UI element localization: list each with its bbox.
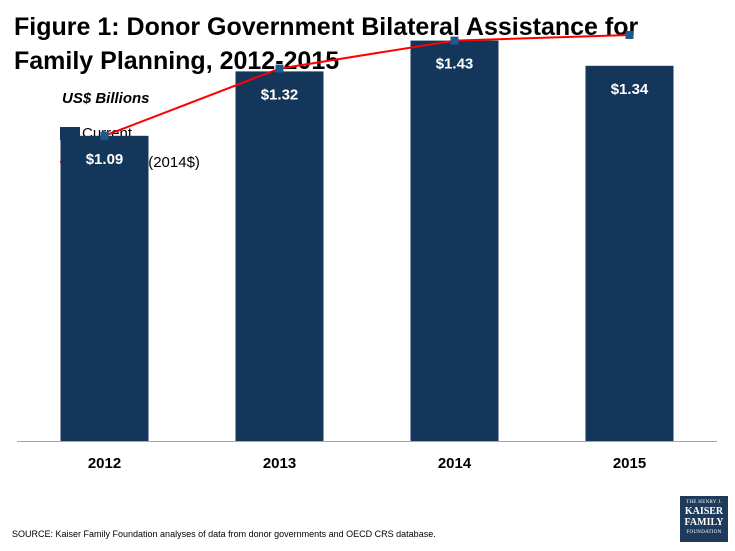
source-note: SOURCE: Kaiser Family Foundation analyse… — [12, 529, 436, 539]
data-label-2015: $1.34 — [611, 81, 649, 98]
x-tick-2013: 2013 — [263, 455, 296, 472]
x-tick-2014: 2014 — [438, 455, 472, 472]
constant-line — [104, 34, 630, 137]
constant-marker-2012 — [100, 131, 109, 140]
constant-marker-2014 — [450, 36, 459, 45]
x-tick-2015: 2015 — [613, 455, 646, 472]
kff-logo: THE HENRY J. KAISER FAMILY FOUNDATION — [680, 496, 728, 542]
bar-2015 — [585, 65, 674, 442]
data-label-2014: $1.43 — [436, 56, 474, 73]
x-tick-2012: 2012 — [88, 455, 121, 472]
bar-2012 — [60, 135, 149, 442]
bar-2013 — [235, 71, 324, 442]
data-label-2013: $1.32 — [261, 86, 299, 103]
constant-marker-2013 — [275, 64, 284, 73]
bar-2014 — [410, 40, 499, 441]
chart-title: Figure 1: Donor Government Bilateral Ass… — [14, 13, 639, 75]
unit-label: US$ Billions — [62, 90, 150, 107]
constant-marker-2015 — [625, 31, 634, 39]
data-label-2012: $1.09 — [86, 151, 124, 168]
